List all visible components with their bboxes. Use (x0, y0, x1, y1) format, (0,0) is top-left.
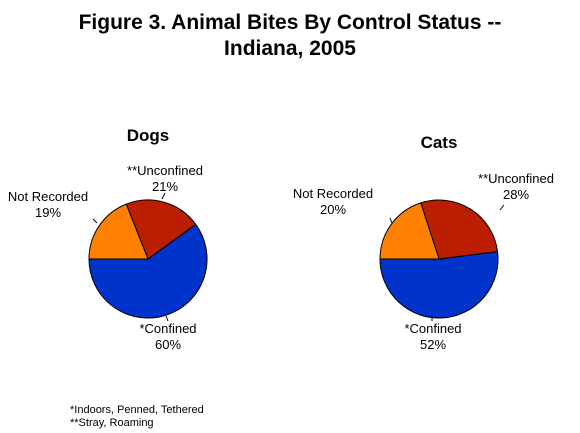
chart-title: Figure 3. Animal Bites By Control Status… (0, 10, 580, 62)
chart-title-line2: Indiana, 2005 (224, 37, 356, 60)
leader-line-not-recorded (92, 218, 98, 224)
leader-line-unconfined (499, 204, 505, 211)
pie-slice-not-recorded (88, 203, 149, 260)
leader-line-confined (165, 315, 169, 322)
slice-label-confined: *Confined 60% (139, 321, 196, 352)
pie-dogs: Dogs *Confined 60% **Unconfined 21% Not Recor… (8, 126, 208, 352)
pie-slice-confined (88, 223, 208, 319)
pie-slice-not-recorded (379, 202, 440, 260)
pie-slice-confined (379, 251, 499, 319)
pie-cats: Cats *Confined 52% **Unconfined 28% Not Recor… (293, 133, 554, 352)
slice-label-not-recorded: Not Recorded 20% (293, 186, 373, 217)
slice-label-not-recorded: Not Recorded 19% (8, 189, 88, 220)
pie-slice-unconfined (420, 199, 499, 260)
slice-label-confined: *Confined 52% (404, 321, 461, 352)
pie-title: Cats (421, 133, 458, 152)
footnote-confined: *Indoors, Penned, Tethered (70, 404, 204, 416)
slice-label-unconfined: **Unconfined 28% (478, 171, 554, 202)
chart-title-line1: Figure 3. Animal Bites By Control Status… (78, 11, 502, 34)
leader-line-not-recorded (389, 217, 393, 224)
pie-slice-unconfined (125, 199, 197, 260)
slice-label-unconfined: **Unconfined 21% (127, 163, 203, 194)
footnote-unconfined: **Stray, Roaming (70, 417, 154, 429)
footnotes: *Indoors, Penned, Tethered **Stray, Roam… (70, 404, 204, 430)
leader-line-unconfined (161, 192, 166, 200)
pie-title: Dogs (127, 126, 170, 145)
